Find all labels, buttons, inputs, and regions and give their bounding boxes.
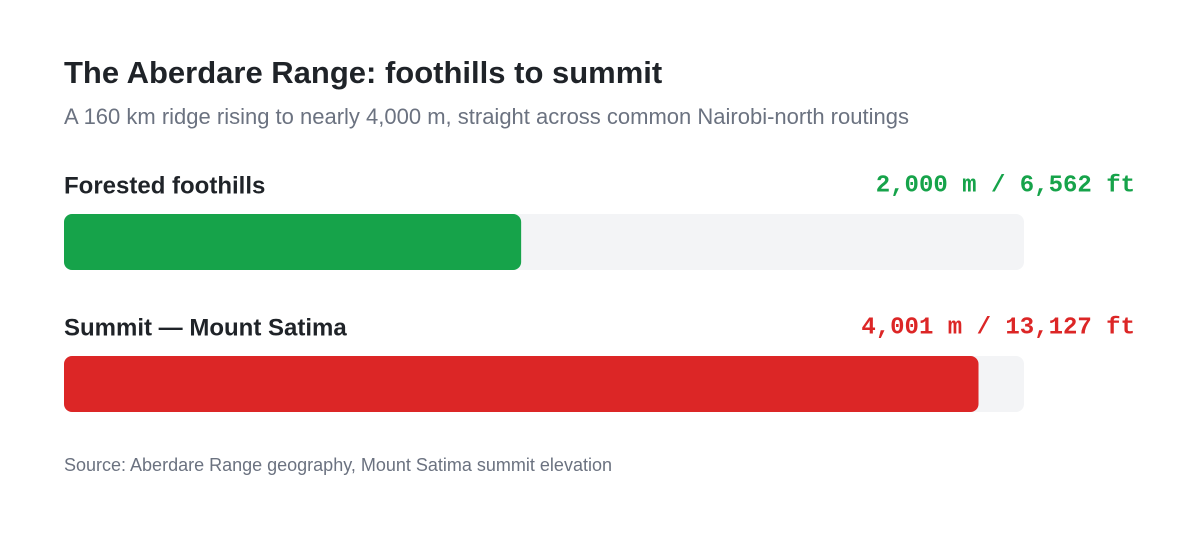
chart-subtitle: A 160 km ridge rising to nearly 4,000 m,… bbox=[64, 104, 909, 129]
category-label: Forested foothills bbox=[64, 172, 265, 199]
value-label: 4,001 m / 13,127 ft bbox=[861, 314, 1135, 341]
source-note: Source: Aberdare Range geography, Mount … bbox=[64, 455, 612, 475]
value-label: 2,000 m / 6,562 ft bbox=[876, 172, 1135, 199]
chart-title: The Aberdare Range: foothills to summit bbox=[64, 55, 662, 90]
bar bbox=[64, 356, 979, 412]
bar bbox=[64, 214, 522, 270]
category-label: Summit — Mount Satima bbox=[64, 314, 347, 341]
